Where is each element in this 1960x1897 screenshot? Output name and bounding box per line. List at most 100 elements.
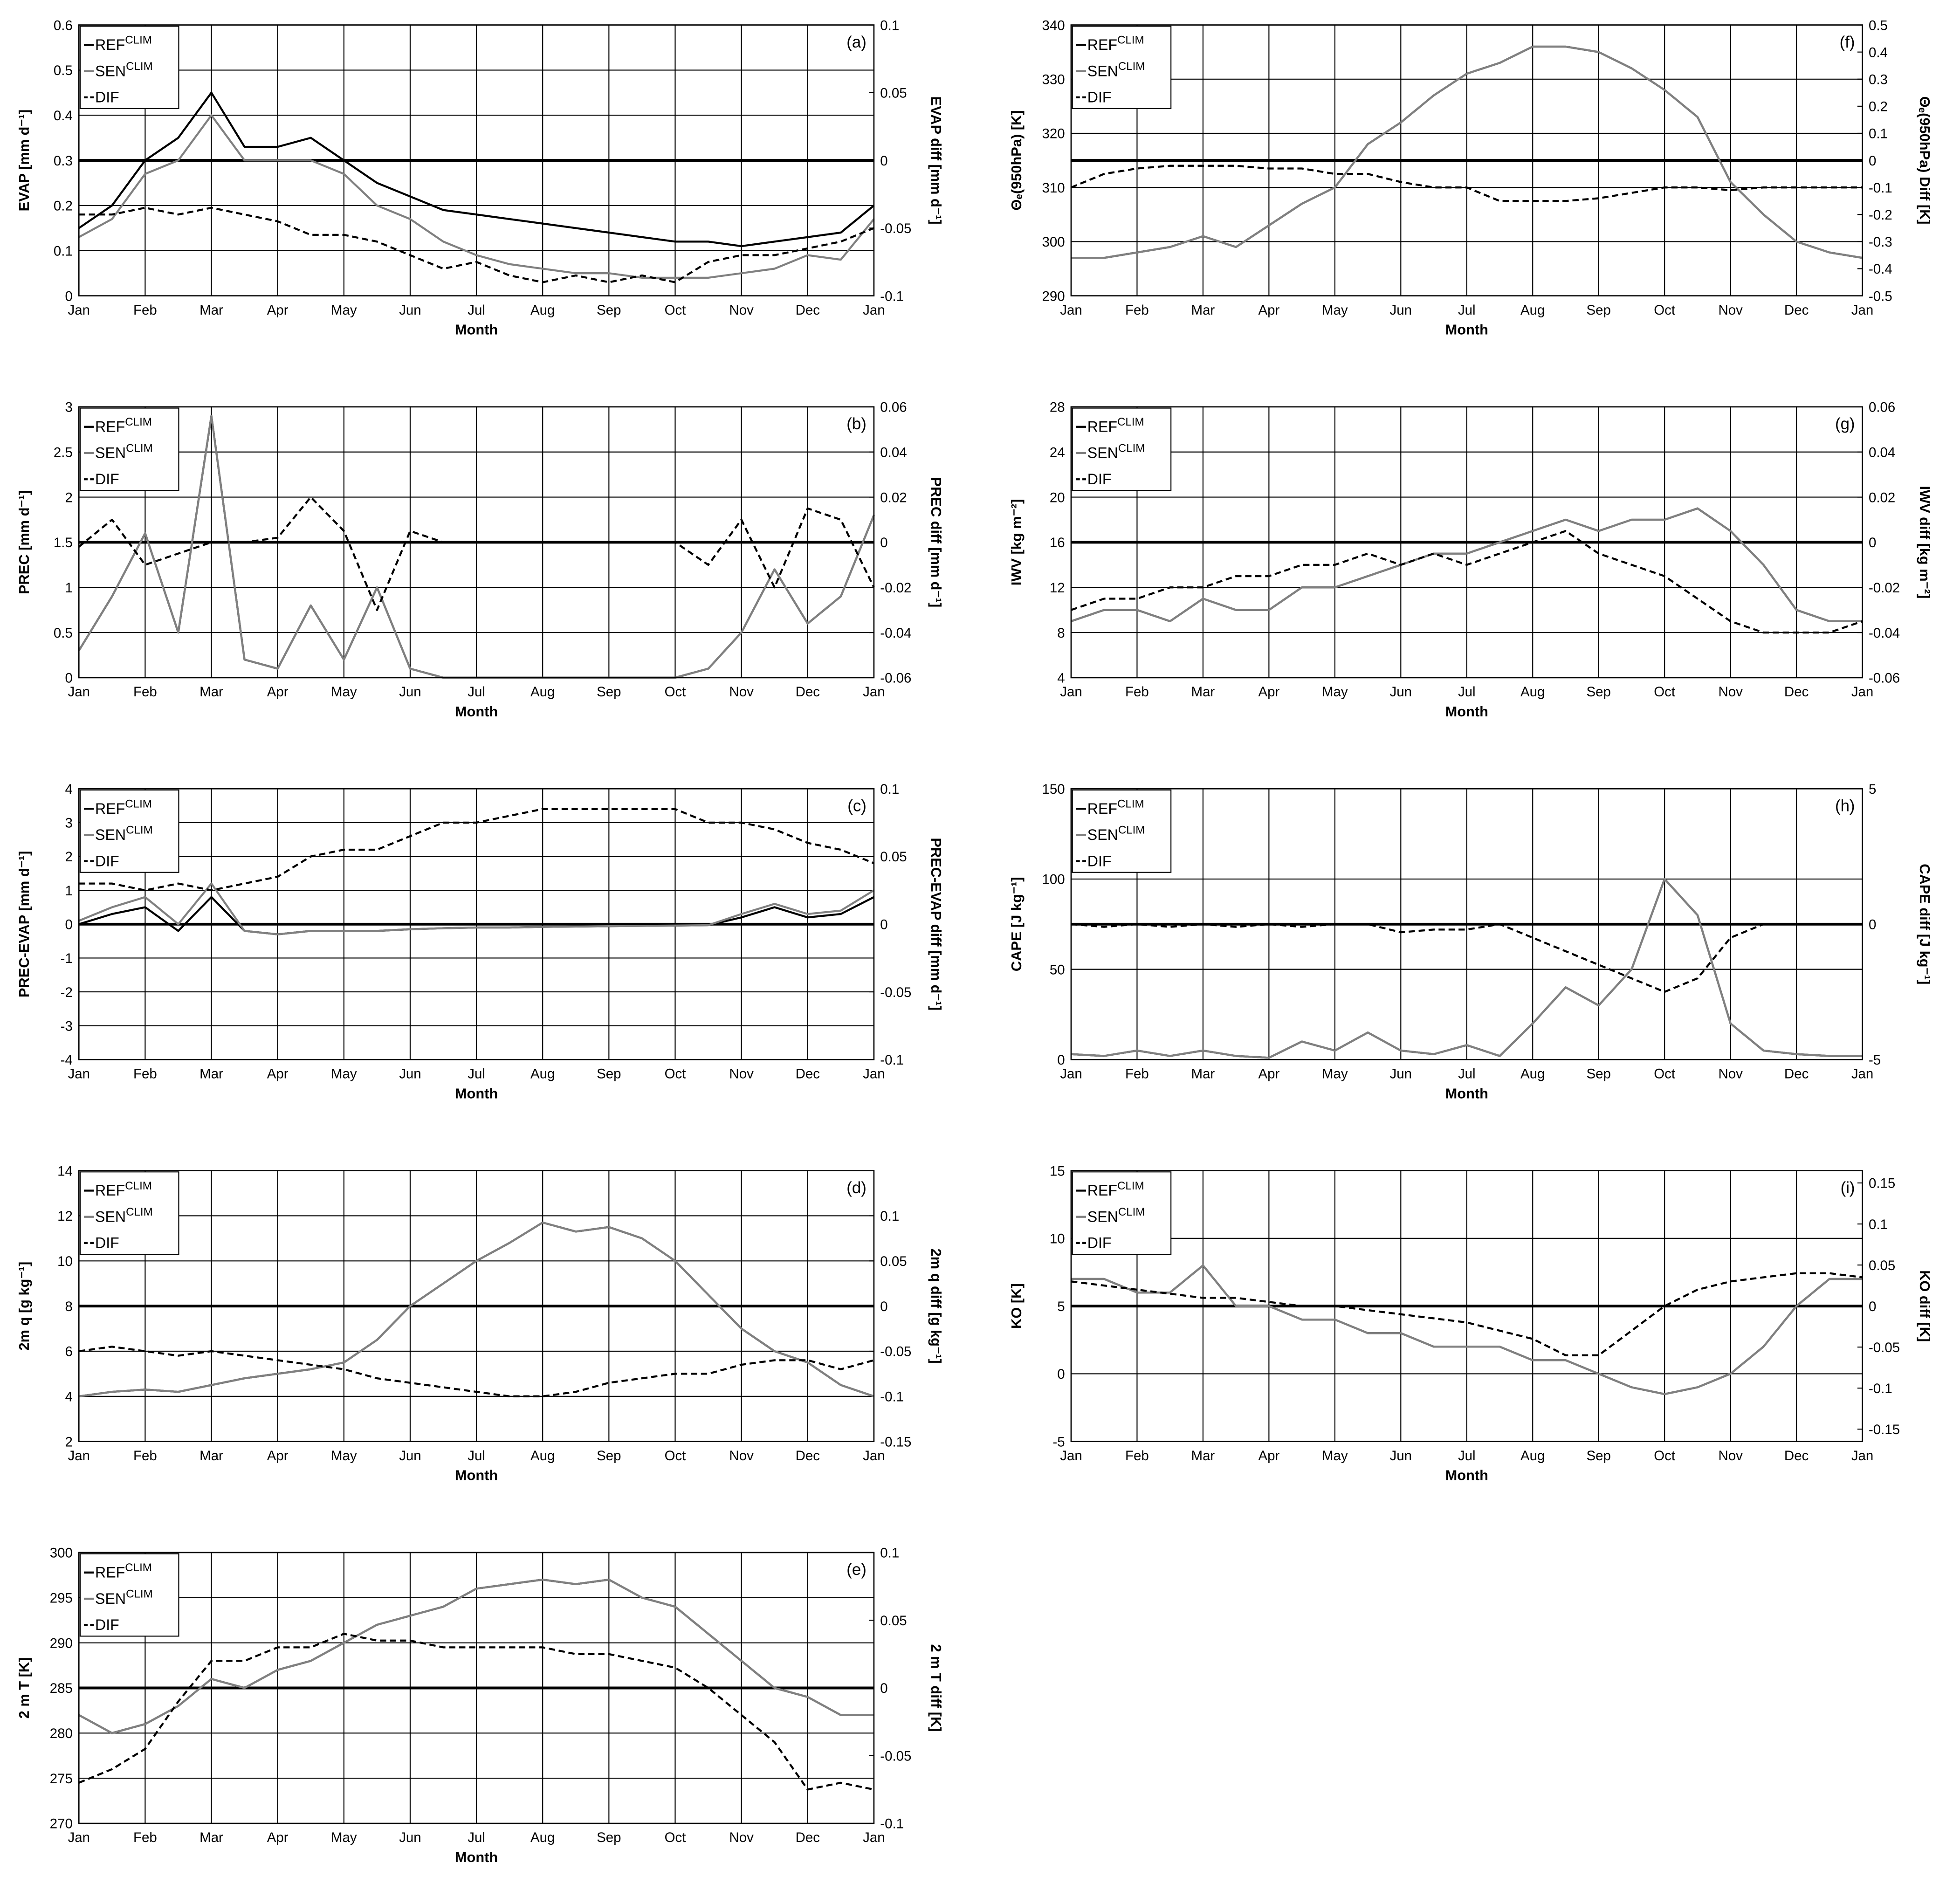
y-tick-label: 2 xyxy=(65,1434,72,1450)
x-tick-label: May xyxy=(331,1448,357,1464)
x-tick-label: Sep xyxy=(597,1830,621,1845)
y2-tick-label: 0.4 xyxy=(1869,45,1888,60)
plot-frame xyxy=(78,1170,875,1443)
legend-box xyxy=(79,1553,179,1637)
y2-tick-label: -0.04 xyxy=(1869,625,1900,641)
legend-label: REFCLIM xyxy=(1087,1180,1144,1199)
x-axis-label: Month xyxy=(1445,1085,1488,1101)
panel: Jan Feb Mar Apr May Jun Jul Aug Sep Oct Nov Dec Jan M… xyxy=(16,782,944,1101)
legend-sup: CLIM xyxy=(125,1180,152,1192)
y2-tick-label: 0.1 xyxy=(1869,1217,1888,1232)
legend-sup: CLIM xyxy=(1118,60,1145,73)
y-tick-label: 1 xyxy=(65,883,72,899)
y2-axis-label: 2 m T diff [K] xyxy=(928,1644,944,1732)
y2-tick-label: 0.05 xyxy=(1869,1258,1895,1273)
y2-tick-label: -0.02 xyxy=(880,580,911,596)
y-tick-label: 10 xyxy=(1050,1231,1065,1247)
y2-tick-label: 0.1 xyxy=(880,1546,899,1561)
y-tick-label: 12 xyxy=(1050,580,1065,596)
x-tick-label: Jun xyxy=(399,684,421,700)
y2-tick-label: -5 xyxy=(1869,1052,1881,1068)
y2-tick-label: -0.04 xyxy=(880,625,911,641)
x-tick-label: Jun xyxy=(399,1066,421,1081)
y-tick-label: 20 xyxy=(1050,490,1065,505)
y2-tick-label: 0.1 xyxy=(880,18,899,33)
y2-tick-label: 0.5 xyxy=(1869,18,1888,33)
y2-tick-label: -0.05 xyxy=(880,985,911,1000)
panel-label: (c) xyxy=(847,797,867,815)
panel-label: (h) xyxy=(1835,797,1855,815)
y2-tick-label: 0.15 xyxy=(1869,1176,1895,1191)
y2-tick-label: 0.2 xyxy=(1869,99,1888,115)
y-tick-label: 0.3 xyxy=(54,153,73,169)
y-tick-label: 100 xyxy=(1042,872,1065,887)
x-tick-label: Feb xyxy=(133,1830,157,1845)
legend-name: SEN xyxy=(95,1208,126,1225)
y-axis-label: EVAP [mm d⁻¹] xyxy=(16,110,32,212)
x-tick-label: May xyxy=(331,684,357,700)
y-tick-label: 290 xyxy=(1042,289,1065,304)
x-tick-label: Mar xyxy=(1191,302,1215,318)
y2-tick-label: -0.1 xyxy=(1869,1381,1892,1396)
legend-label: SENCLIM xyxy=(95,824,153,843)
x-tick-label: May xyxy=(1322,302,1348,318)
x-tick-label: Jul xyxy=(468,1830,485,1845)
x-tick-label: Jan xyxy=(1851,302,1873,318)
panel-label: (a) xyxy=(846,33,867,51)
legend-label: REFCLIM xyxy=(95,797,152,817)
y2-tick-label: -0.05 xyxy=(1869,1340,1900,1355)
y2-axis-label: EVAP diff [mm d⁻¹] xyxy=(928,96,944,225)
x-tick-label: Oct xyxy=(665,1066,686,1081)
data-line xyxy=(1071,878,1863,1059)
x-tick-label: Oct xyxy=(665,1830,686,1845)
x-tick-label: Apr xyxy=(267,1066,289,1081)
legend-sup: CLIM xyxy=(126,442,153,454)
legend-label: REFCLIM xyxy=(1087,797,1144,817)
legend-label: REFCLIM xyxy=(95,416,152,435)
y2-tick-label: 0 xyxy=(880,917,887,932)
y-tick-label: -3 xyxy=(61,1018,73,1034)
x-tick-label: Oct xyxy=(1654,1066,1675,1081)
legend-box xyxy=(1072,407,1172,491)
y-tick-label: 6 xyxy=(65,1344,72,1360)
x-tick-label: Mar xyxy=(199,1448,223,1464)
x-tick-label: Dec xyxy=(1784,1448,1809,1464)
panel: Jan Feb Mar Apr May Jun Jul Aug Sep Oct Nov Dec Jan M… xyxy=(1008,1163,1933,1483)
y-tick-label: 270 xyxy=(50,1816,73,1832)
x-tick-label: May xyxy=(331,1830,357,1845)
legend-label: SENCLIM xyxy=(1087,442,1145,461)
legend-name: REF xyxy=(95,36,125,53)
y-tick-label: 4 xyxy=(65,1389,72,1405)
x-tick-label: Sep xyxy=(1587,1448,1611,1464)
panel: Jan Feb Mar Apr May Jun Jul Aug Sep Oct Nov Dec Jan M… xyxy=(1008,782,1933,1101)
legend-sup: CLIM xyxy=(1118,824,1145,837)
legend-sup: CLIM xyxy=(126,60,153,73)
panel: Jan Feb Mar Apr May Jun Jul Aug Sep Oct Nov Dec Jan M… xyxy=(16,1546,944,1865)
legend-label: SENCLIM xyxy=(1087,1206,1145,1225)
plot-frame xyxy=(78,24,875,296)
y-axis-label: PREC [mm d⁻¹] xyxy=(16,490,32,594)
y-tick-label: 0 xyxy=(65,671,72,686)
legend-name: REF xyxy=(95,800,125,817)
y2-tick-label: -0.5 xyxy=(1869,289,1892,304)
y2-axis-label: Θₑ(950hPa) Diff [K] xyxy=(1917,96,1933,225)
data-line xyxy=(1071,1264,1863,1395)
legend-name: REF xyxy=(1087,1182,1117,1199)
y-tick-label: 330 xyxy=(1042,72,1065,87)
legend-sup: CLIM xyxy=(125,416,152,428)
y2-tick-label: 0.02 xyxy=(1869,490,1895,505)
y-tick-label: 300 xyxy=(50,1546,73,1561)
x-tick-label: Jan xyxy=(1851,1448,1873,1464)
x-tick-label: Sep xyxy=(597,1448,621,1464)
x-tick-label: Aug xyxy=(530,1448,555,1464)
legend-name: DIF xyxy=(95,852,119,869)
legend-sup: CLIM xyxy=(125,1561,152,1574)
panel-label: (e) xyxy=(846,1560,867,1579)
y-tick-label: 15 xyxy=(1050,1163,1065,1179)
y2-tick-label: -0.3 xyxy=(1869,234,1892,250)
y2-tick-label: 0 xyxy=(1869,535,1876,550)
x-tick-label: Jul xyxy=(1458,684,1476,700)
y-tick-label: 4 xyxy=(65,782,72,797)
